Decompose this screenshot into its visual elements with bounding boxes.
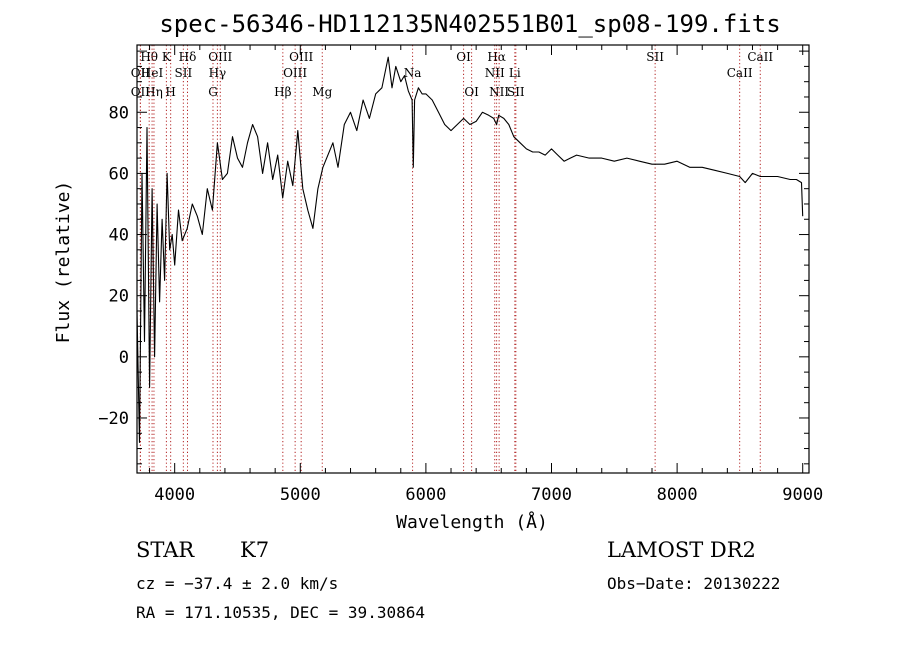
line-marker-label: K xyxy=(162,50,172,64)
x-tick-label: 9000 xyxy=(782,485,823,505)
axes-frame xyxy=(136,44,810,474)
x-tick-label: 7000 xyxy=(531,485,572,505)
x-tick-label: 8000 xyxy=(657,485,698,505)
line-marker-label: OIII xyxy=(208,50,232,64)
line-marker-label: Mg xyxy=(312,85,332,99)
line-marker-label: NII xyxy=(489,85,509,99)
line-marker-label: SII xyxy=(507,85,525,99)
line-marker-label: Hθ xyxy=(140,50,158,64)
line-marker-label: OII xyxy=(131,85,151,99)
line-marker-label: Hα xyxy=(487,50,506,64)
y-tick-label: 40 xyxy=(109,226,129,246)
coordinates: RA = 171.10535, DEC = 39.30864 xyxy=(136,603,425,622)
line-marker-label: SII xyxy=(174,66,192,80)
x-tick-label: 4000 xyxy=(154,485,195,505)
spectrum-series xyxy=(136,56,804,443)
survey-label: LAMOST DR2 xyxy=(607,538,756,562)
line-marker-label: HeI xyxy=(141,66,164,80)
y-tick-label: −20 xyxy=(98,409,129,429)
x-axis-label: Wavelength (Å) xyxy=(396,511,548,533)
line-marker-label: CaII xyxy=(727,66,753,80)
spectral-type: K7 xyxy=(240,538,270,562)
line-marker-label: SII xyxy=(646,50,664,64)
x-tick-label: 6000 xyxy=(405,485,446,505)
line-marker-label: OIII xyxy=(283,66,307,80)
cz-readout: cz = −37.4 ± 2.0 km/s xyxy=(136,574,339,593)
y-axis-label: Flux (relative) xyxy=(53,181,74,344)
chart-title: spec-56346-HD112135N402551B01_sp08-199.f… xyxy=(159,10,780,38)
line-marker-label: OIII xyxy=(289,50,313,64)
line-marker-label: Hγ xyxy=(209,66,227,80)
line-marker-label: G xyxy=(208,85,218,99)
obs-date: Obs−Date: 20130222 xyxy=(607,574,781,593)
spectrum-line xyxy=(136,56,804,443)
line-marker-label: Hδ xyxy=(179,50,197,64)
y-tick-label: 60 xyxy=(109,164,129,184)
line-marker-label: OI xyxy=(456,50,471,64)
line-marker-label: NII xyxy=(485,66,505,80)
line-marker-label: OI xyxy=(464,85,479,99)
line-marker-label: Hη xyxy=(145,85,163,99)
line-marker-label: Na xyxy=(404,66,422,80)
x-tick-label: 5000 xyxy=(280,485,321,505)
y-tick-label: 80 xyxy=(109,103,129,123)
y-axis: −20 0 20 40 60 80 xyxy=(98,50,809,465)
line-marker-label: CaII xyxy=(747,50,773,64)
x-axis: 4000 5000 6000 7000 8000 9000 xyxy=(149,45,823,505)
line-marker-label: OII xyxy=(131,66,151,80)
y-tick-label: 20 xyxy=(109,287,129,307)
line-marker-label: Li xyxy=(509,66,521,80)
line-marker-label: H xyxy=(165,85,175,99)
star-label: STAR xyxy=(136,538,195,562)
y-tick-label: 0 xyxy=(119,348,129,368)
line-marker-label: Hβ xyxy=(274,85,291,99)
